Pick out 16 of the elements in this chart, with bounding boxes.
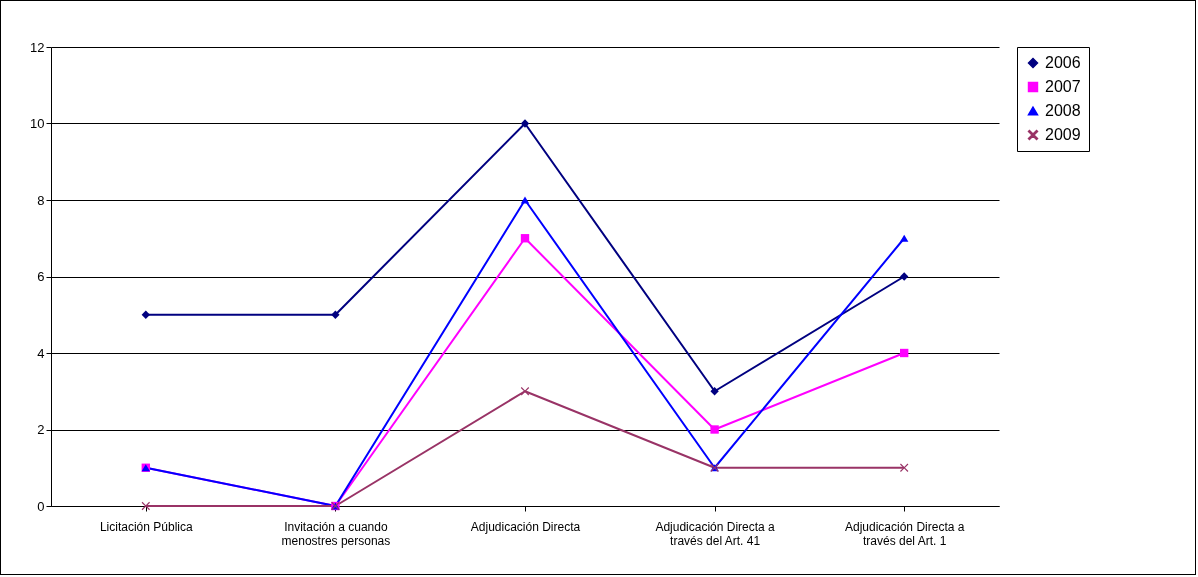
y-tick-label: 2 [37,422,45,437]
x-tick-label: Adjudicación Directa [470,519,581,534]
y-tick-label: 10 [30,116,45,131]
legend-label: 2009 [1045,126,1081,143]
x-tick-label: Invitación a cuando menostres personas [281,519,391,548]
x-tick-label: Licitación Pública [99,519,193,534]
x-tick-label: Adjudicación Directa a través del Art. 41 [655,519,776,548]
y-tick-label: 0 [37,498,45,514]
y-tick-label: 8 [37,192,45,208]
x-tick-label: Adjudicación Directa a través del Art. 1 [845,519,965,548]
y-tick-label: 4 [37,345,45,361]
y-tick-label: 12 [30,39,45,55]
y-tick-label: 6 [37,269,45,284]
legend-label: 2008 [1045,102,1081,119]
legend-label: 2007 [1045,78,1081,95]
legend-label: 2006 [1045,54,1081,71]
